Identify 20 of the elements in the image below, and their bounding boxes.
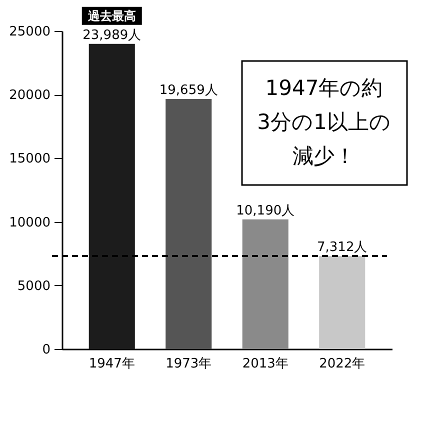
y-tick-label: 10000 — [9, 215, 50, 230]
x-tick-label: 2013年 — [242, 356, 288, 372]
x-tick-label: 1947年 — [88, 356, 135, 372]
y-tick-label: 20000 — [9, 88, 50, 104]
bar — [242, 219, 288, 349]
bar — [88, 44, 135, 349]
bar — [166, 98, 212, 349]
x-tick-label: 2022年 — [319, 356, 366, 372]
y-tick-label: 5000 — [17, 278, 50, 294]
annotation: 1947年の約3分の1以上の減少！ — [257, 76, 391, 168]
data-label: 7,312人 — [317, 240, 368, 255]
y-tick-label: 25000 — [9, 24, 50, 40]
y-tick-label: 0 — [42, 342, 50, 358]
data-label: 23,989人 — [82, 28, 142, 43]
y-tick-label: 15000 — [9, 152, 50, 167]
x-tick-label: 1973年 — [166, 356, 212, 372]
data-label: 10,190人 — [236, 203, 295, 218]
annotation: 過去最高 — [86, 8, 136, 23]
data-label: 19,659人 — [159, 82, 218, 98]
bar — [319, 256, 366, 349]
